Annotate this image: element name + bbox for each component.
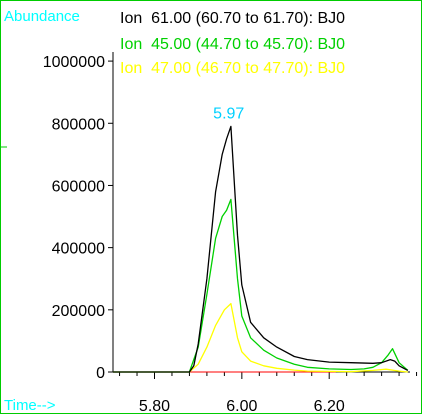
legend-entry-1: Ion 61.00 (60.70 to 61.70): BJ0 (120, 10, 345, 27)
x-tick-label: 6.20 (314, 398, 345, 414)
peak-label: 5.97 (213, 105, 244, 122)
y-axis-title: Abundance (4, 8, 80, 25)
series-line-3 (113, 302, 408, 373)
y-axis: 0 200000 400000 600000 800000 1000000 (43, 52, 114, 382)
y-tick-label: 800000 (52, 116, 105, 133)
legend-entry-2: Ion 45.00 (44.70 to 45.70): BJ0 (120, 36, 345, 53)
y-tick-label: 400000 (52, 241, 105, 258)
x-axis-title: Time--> (4, 397, 56, 414)
x-tick-label: 6.00 (226, 398, 257, 414)
y-tick-label: 200000 (52, 303, 105, 320)
y-tick-label: 1000000 (43, 54, 105, 71)
series-line-2 (113, 198, 409, 373)
y-tick-label: 0 (96, 365, 105, 382)
y-tick-label: 600000 (52, 178, 105, 195)
legend-entry-3: Ion 47.00 (46.70 to 47.70): BJ0 (120, 60, 345, 77)
series-line-1 (113, 125, 409, 373)
x-tick-label: 5.80 (139, 398, 170, 414)
series-layer (113, 125, 409, 373)
